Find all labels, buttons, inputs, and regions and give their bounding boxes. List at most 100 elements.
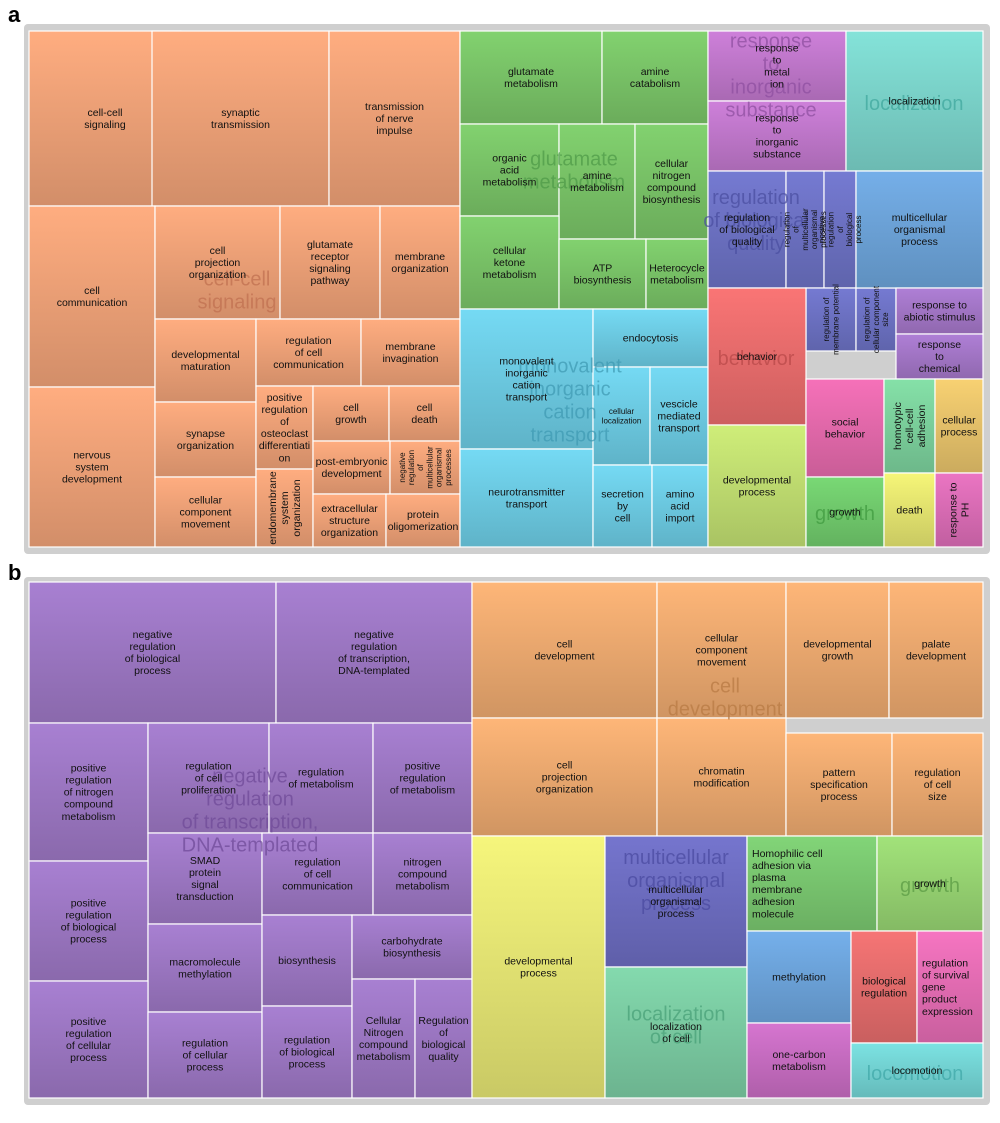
treemap-cell-a-r2 — [707, 100, 847, 172]
treemap-cell-a-c5 — [154, 205, 281, 320]
treemap-label-a-be: behavior — [737, 351, 778, 363]
treemap-cell-a-c3 — [328, 30, 461, 207]
treemap-cell-b-n18 — [414, 978, 473, 1099]
treemap-cell-a-q3 — [823, 170, 857, 289]
treemap-cell-b-bbr — [850, 930, 918, 1044]
treemap-cell-a-c16 — [154, 476, 257, 548]
treemap-cell-a-ho — [883, 378, 936, 474]
treemap-label-a-ph: response toPH — [948, 482, 972, 537]
treemap-label-a-de: death — [896, 505, 922, 517]
treemap-cell-a-c9 — [154, 318, 257, 403]
group-title-b-B6: locomotion — [867, 1063, 964, 1085]
treemap-label-b-n6: positive regulation of metabolism — [390, 761, 456, 797]
treemap-cell-a-dp — [707, 424, 807, 548]
treemap-label-b-n11: macromolecule methylation — [169, 957, 240, 981]
treemap-label-a-c15: cell death — [411, 402, 437, 426]
treemap-cell-a-g5 — [634, 123, 709, 240]
treemap-label-a-c20: extracellular structure organization — [321, 503, 378, 539]
group-title-a-A7: behavior — [718, 348, 795, 370]
treemap-label-a-r2: response to inorganic substance — [753, 113, 801, 161]
treemap-label-b-bg: growth — [914, 878, 946, 890]
treemap-label-a-c4: cell communication — [57, 285, 128, 309]
treemap-label-b-d6: chromatin modification — [693, 766, 749, 790]
treemap-cell-b-d6 — [656, 717, 787, 837]
treemap-label-a-g6: cellular ketone metabolism — [483, 245, 537, 281]
treemap-cell-b-bs — [916, 930, 984, 1044]
treemap-label-b-n7: SMAD protein signal transduction — [176, 855, 233, 903]
treemap-cell-a-c18 — [312, 440, 391, 495]
treemap-label-a-c5: cell projection organization — [189, 245, 246, 281]
treemap-cell-b-d4 — [888, 581, 984, 719]
treemap-label-b-n12: biosynthesis — [278, 955, 336, 967]
treemap-label-a-c1: cell-cell signaling — [84, 107, 126, 131]
treemap-label-a-c14: cell growth — [335, 402, 367, 426]
group-title-b-B3: multicellular organismal process — [623, 847, 729, 915]
treemap-label-a-c12: synapse organization — [177, 428, 234, 452]
treemap-cell-a-t5 — [459, 448, 594, 548]
treemap-label-a-q1: regulation of biological quality — [719, 212, 774, 248]
treemap-cell-b-bh — [746, 835, 878, 932]
treemap-cell-b-bo — [746, 1022, 852, 1099]
treemap-cell-a-c19 — [389, 440, 461, 495]
panel-a-letter: a — [8, 2, 21, 27]
treemap-label-b-bl: localization of cell — [650, 1021, 702, 1045]
group-title-a-A8: growth — [815, 503, 875, 525]
treemap-label-b-n1: negative regulation of biological process — [125, 629, 180, 677]
treemap-label-a-c17: endomembranesystemorganization — [267, 471, 303, 545]
treemap-label-a-g3: organic acid metabolism — [483, 153, 537, 189]
treemap-label-a-sb: social behavior — [825, 417, 866, 441]
treemap-label-a-g2: amine catabolism — [630, 66, 680, 90]
treemap-label-b-d5: cell projection organization — [536, 760, 593, 796]
treemap-label-a-g1: glutamate metabolism — [504, 66, 558, 90]
treemap-label-b-bh: Homophilic cell adhesion via plasma membran… — [752, 848, 823, 920]
treemap-cell-a-g1 — [459, 30, 603, 125]
treemap-label-a-g5: cellular nitrogen compound biosynthesis — [643, 158, 701, 206]
treemap-cell-a-q4 — [805, 287, 857, 352]
treemap-label-a-cp: cellular process — [941, 415, 978, 439]
treemap-label-b-n13: carbohydrate biosynthesis — [381, 936, 442, 960]
treemap-label-b-bs: regulation of survival gene product expressi… — [922, 957, 973, 1017]
treemap-cell-b-d2 — [656, 581, 787, 719]
treemap-cell-a-r1 — [707, 30, 847, 102]
treemap-cell-b-d8 — [891, 732, 984, 837]
treemap-label-b-d4: palate development — [906, 639, 966, 663]
treemap-cell-b-n4 — [147, 722, 270, 834]
treemap-label-a-t2: endocytosis — [623, 333, 678, 345]
treemap-label-a-c16: cellular component movement — [180, 495, 232, 531]
treemap-label-a-c10: regulation of cell communication — [273, 335, 344, 371]
treemap-cell-a-mo — [855, 170, 984, 289]
treemap-cell-a-g3 — [459, 123, 560, 217]
treemap-label-a-t3: cellular localization — [602, 407, 642, 425]
treemap-label-a-c7: membrane organization — [391, 251, 448, 275]
treemap-cell-a-ch — [895, 333, 984, 380]
treemap-cell-a-g6 — [459, 215, 560, 310]
treemap-label-b-n17: Cellular Nitrogen compound metabolism — [357, 1015, 411, 1063]
treemap-label-a-t4: vescicle mediated transport — [657, 399, 700, 435]
treemap-label-a-ch: response to chemical — [918, 339, 961, 375]
group-title-a-A3: monovalent inorganic cation transport — [518, 355, 622, 446]
treemap-label-b-n14: positive regulation of cellular process — [65, 1016, 111, 1064]
treemap-label-a-r1: response to metal ion — [755, 43, 798, 91]
treemap-label-b-bo: one-carbon metabolism — [772, 1049, 826, 1073]
treemap-label-b-n18: Regulation of biological quality — [418, 1015, 468, 1063]
treemap-label-a-mo: multicellular organismal process — [892, 212, 948, 248]
treemap-cell-b-n15 — [147, 1011, 263, 1099]
group-title-a-A6: regulation of biological quality — [703, 187, 809, 255]
treemap-cell-a-c2 — [151, 30, 330, 207]
treemap-cell-a-g4 — [558, 123, 636, 240]
treemap-cell-b-n11 — [147, 923, 263, 1013]
treemap-cell-b-blo — [850, 1042, 984, 1099]
treemap-label-b-d2: cellular component movement — [696, 633, 748, 669]
treemap-label-b-n5: regulation of metabolism — [288, 767, 354, 791]
treemap-label-a-ab: response to abiotic stimulus — [904, 300, 976, 324]
treemap-label-a-ho: homotypiccell-celladhesion — [892, 402, 928, 450]
treemap-label-b-bm: multicellular organismal process — [648, 884, 704, 920]
treemap-cell-b-bd — [471, 835, 606, 1099]
treemap-cell-b-n16 — [261, 1005, 353, 1099]
treemap-label-b-bbr: biological regulation — [861, 976, 907, 1000]
treemap-label-a-c8: nervous system development — [62, 450, 122, 486]
treemap-label-b-n16: regulation of biological process — [279, 1035, 334, 1071]
treemap-label-a-c6: glutamate receptor signaling pathway — [307, 239, 353, 287]
treemap-cell-a-q2 — [785, 170, 825, 289]
